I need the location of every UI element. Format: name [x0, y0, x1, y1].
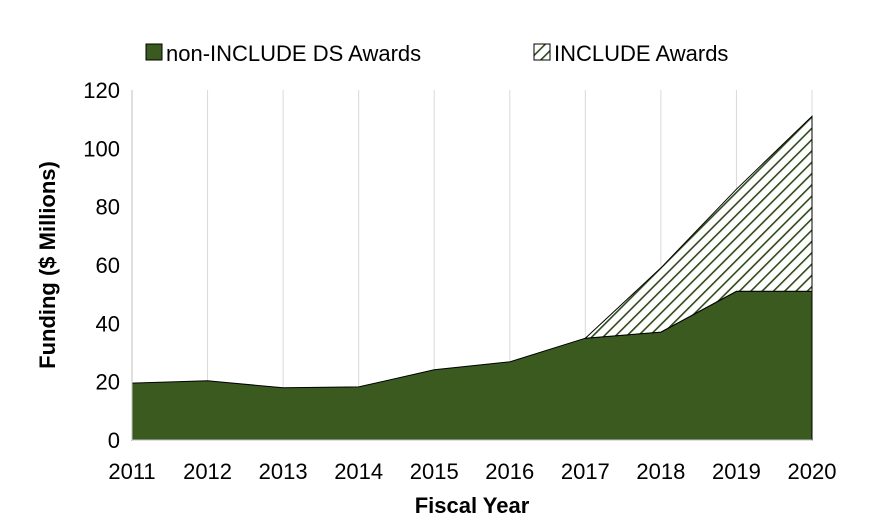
y-tick-label-60: 60 — [96, 253, 120, 278]
y-tick-label-40: 40 — [96, 311, 120, 336]
legend-swatch-include — [533, 43, 551, 61]
x-axis-title: Fiscal Year — [415, 493, 530, 518]
area-include-awards — [583, 115, 813, 339]
x-tick-label-2017: 2017 — [561, 459, 610, 484]
y-axis: 0 20 40 60 80 100 120 — [83, 78, 133, 453]
area-non-include-ds-awards — [131, 290, 813, 441]
x-tick-label-2018: 2018 — [636, 459, 685, 484]
y-tick-label-80: 80 — [96, 195, 120, 220]
legend: non-INCLUDE DS Awards INCLUDE Awards — [145, 41, 728, 66]
x-axis: 2011 2012 2013 2014 2015 2016 2017 2018 2019 2020 — [108, 439, 837, 484]
plot-areas — [131, 115, 813, 441]
x-tick-label-2016: 2016 — [485, 459, 534, 484]
legend-label-non-include: non-INCLUDE DS Awards — [166, 41, 421, 66]
y-tick-label-20: 20 — [96, 370, 120, 395]
x-tick-label-2015: 2015 — [410, 459, 459, 484]
x-tick-label-2019: 2019 — [712, 459, 761, 484]
y-axis-title: Funding ($ Millions) — [35, 161, 60, 369]
x-tick-label-2013: 2013 — [259, 459, 308, 484]
y-tick-label-100: 100 — [83, 136, 120, 161]
legend-swatch-non-include — [145, 43, 163, 61]
y-tick-label-0: 0 — [108, 428, 120, 453]
legend-label-include: INCLUDE Awards — [554, 41, 728, 66]
x-tick-label-2012: 2012 — [183, 459, 232, 484]
x-tick-label-2020: 2020 — [788, 459, 837, 484]
y-tick-label-120: 120 — [83, 78, 120, 103]
x-tick-label-2011: 2011 — [108, 459, 155, 484]
x-tick-label-2014: 2014 — [334, 459, 383, 484]
